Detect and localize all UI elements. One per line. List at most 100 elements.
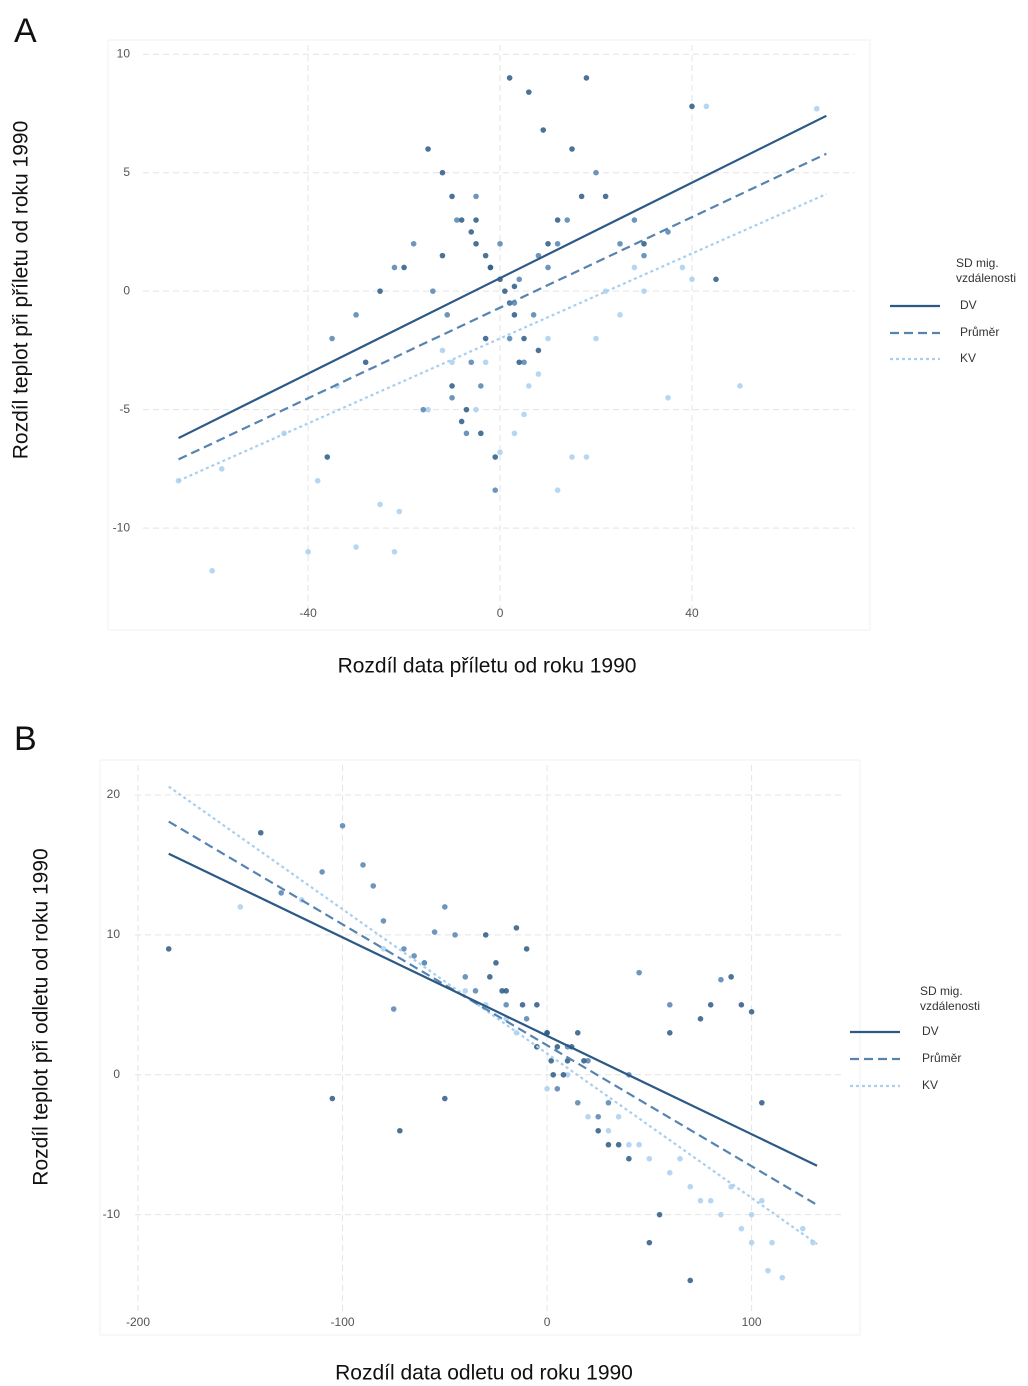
data-point <box>503 1002 509 1008</box>
data-point <box>503 988 509 994</box>
data-point <box>759 1099 765 1106</box>
data-point <box>487 974 493 980</box>
data-point <box>516 359 523 366</box>
data-point <box>165 946 172 952</box>
data-point <box>449 359 455 366</box>
data-point <box>482 359 489 366</box>
data-point <box>626 1155 632 1162</box>
y-axis-title: Rozdíl teplot při odletu od roku 1990 <box>30 848 53 1185</box>
data-point <box>665 229 671 235</box>
data-point <box>523 946 530 952</box>
data-point <box>431 929 438 935</box>
data-point <box>473 240 479 247</box>
data-point <box>521 359 527 366</box>
y-tick-label: 10 <box>107 927 121 941</box>
data-point <box>535 252 542 259</box>
data-point <box>703 103 710 110</box>
legend-label: Průměr <box>960 325 999 339</box>
data-point <box>454 217 460 223</box>
data-point <box>689 103 695 110</box>
data-point <box>396 508 403 515</box>
y-tick-label: -5 <box>119 402 130 416</box>
data-point <box>595 1127 602 1134</box>
y-tick-label: -10 <box>103 1207 121 1221</box>
data-point <box>574 1099 581 1106</box>
x-tick-label: -40 <box>299 606 317 620</box>
legend-label: DV <box>960 298 977 312</box>
data-point <box>545 264 551 271</box>
legend-label: DV <box>922 1024 939 1038</box>
data-point <box>544 1085 550 1092</box>
fit-line <box>178 152 827 461</box>
data-point <box>646 1155 653 1162</box>
data-point <box>554 240 561 247</box>
data-point <box>458 418 465 425</box>
data-point <box>420 406 427 413</box>
data-point <box>813 105 820 112</box>
data-point <box>602 288 609 294</box>
data-point <box>748 1009 755 1015</box>
data-point <box>391 549 398 555</box>
data-point <box>519 1002 526 1008</box>
data-point <box>605 1127 612 1134</box>
fit-line <box>178 114 827 440</box>
data-point <box>329 335 335 342</box>
data-point <box>362 359 369 366</box>
data-point <box>370 883 377 889</box>
data-point <box>677 1155 683 1162</box>
data-point <box>377 501 383 508</box>
data-point <box>511 312 518 318</box>
data-point <box>593 335 599 342</box>
fit-line <box>168 852 818 1167</box>
data-point <box>679 264 686 271</box>
data-point <box>713 276 719 283</box>
legend-title: SD mig. vzdálenosti <box>956 256 1017 285</box>
data-point <box>472 988 479 994</box>
data-point <box>492 487 499 494</box>
x-axis-title: Rozdíl data odletu od roku 1990 <box>335 1362 633 1385</box>
data-point <box>511 283 518 290</box>
data-point <box>666 1169 673 1176</box>
data-point <box>569 454 575 460</box>
data-point <box>339 822 346 829</box>
data-point <box>439 347 446 354</box>
data-point <box>545 335 551 342</box>
data-point <box>666 1002 673 1008</box>
data-point <box>641 288 647 294</box>
data-point <box>278 890 285 896</box>
data-point <box>748 1239 755 1246</box>
data-point <box>737 383 743 389</box>
data-point <box>748 1211 755 1218</box>
data-point <box>578 193 585 200</box>
data-point <box>444 312 451 318</box>
data-point <box>442 904 448 910</box>
data-point <box>759 1197 765 1204</box>
data-point <box>506 75 513 81</box>
data-point <box>449 193 455 200</box>
data-point <box>478 383 484 389</box>
data-point <box>602 193 609 200</box>
data-point <box>593 169 599 176</box>
data-point <box>583 75 590 81</box>
fit-line <box>178 193 827 482</box>
data-point <box>687 1277 694 1284</box>
data-point <box>605 1141 612 1148</box>
data-point <box>548 1057 554 1064</box>
data-point <box>391 264 398 271</box>
x-tick-label: -200 <box>126 1315 150 1329</box>
data-point <box>397 1127 403 1134</box>
data-point <box>523 1016 530 1022</box>
data-point <box>482 252 489 259</box>
data-point <box>585 1113 591 1120</box>
data-point <box>513 925 520 931</box>
data-point <box>439 169 446 176</box>
data-point <box>646 1239 653 1246</box>
data-point <box>564 1071 571 1078</box>
data-point <box>499 988 505 994</box>
data-point <box>707 1002 714 1008</box>
data-point <box>583 454 590 460</box>
data-point <box>554 1085 561 1092</box>
data-point <box>442 1095 448 1102</box>
data-point <box>617 240 623 247</box>
data-point <box>487 264 494 271</box>
